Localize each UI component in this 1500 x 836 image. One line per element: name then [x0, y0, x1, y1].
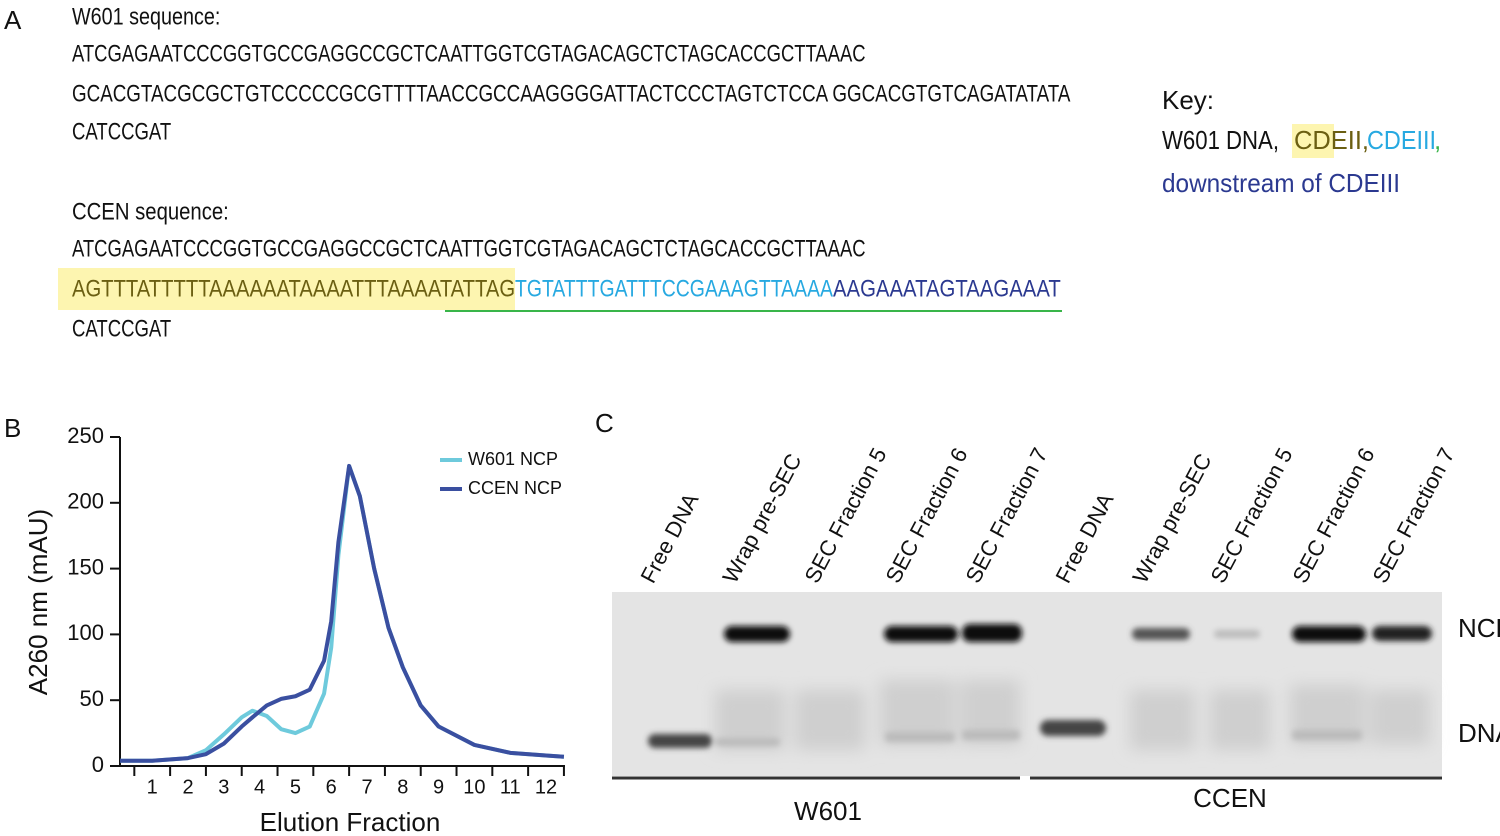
key-item: CDEIII: [1367, 125, 1436, 155]
lane-label: SEC Fraction 6: [1287, 444, 1379, 587]
cdeii-sequence: AGTTTATTTTTAAAAAATAAAATTTAAAATATTAG: [72, 275, 515, 302]
panel-label: C: [595, 408, 614, 438]
key-title: Key:: [1162, 85, 1214, 115]
legend-label: CCEN NCP: [468, 478, 562, 498]
lane-label: SEC Fraction 5: [799, 444, 891, 587]
x-tick-label: 4: [254, 776, 265, 798]
x-tick-label: 10: [463, 776, 485, 798]
x-tick-label: 11: [500, 776, 521, 798]
seq-title: W601 sequence:: [72, 3, 220, 30]
band-label: NCP: [1458, 613, 1500, 643]
y-tick-label: 200: [67, 489, 104, 514]
lane-label: Free DNA: [635, 489, 703, 587]
sequence: ATCGAGAATCCCGGTGCCGAGGCCGCTCAATTGGTCGTAG…: [72, 40, 866, 67]
y-tick-label: 150: [67, 554, 104, 579]
x-tick-label: 8: [397, 776, 408, 798]
y-tick-label: 100: [67, 620, 104, 645]
band-label: DNA: [1458, 718, 1500, 748]
lane-label: Wrap pre-SEC: [1127, 449, 1216, 587]
key-item: W601 DNA,: [1162, 125, 1279, 155]
lane-label: SEC Fraction 6: [880, 444, 972, 587]
downstream-sequence: AAGAAATAGTAAGAAAT: [833, 275, 1061, 302]
group-label: W601: [794, 796, 862, 826]
x-tick-label: 5: [290, 776, 301, 798]
lane-label: Wrap pre-SEC: [717, 449, 806, 587]
x-tick-label: 1: [147, 776, 158, 798]
cdeii-highlight: [58, 268, 515, 310]
x-axis-label: Elution Fraction: [260, 807, 441, 836]
key-item: CDEII,: [1294, 125, 1369, 155]
lane-label: SEC Fraction 7: [960, 444, 1052, 587]
x-tick-label: 2: [182, 776, 193, 798]
gel-bands: [648, 624, 1432, 748]
x-tick-label: 3: [218, 776, 229, 798]
y-axis-label: A260 nm (mAU): [23, 509, 53, 695]
lane-label: Free DNA: [1050, 489, 1118, 587]
sequence: ATCGAGAATCCCGGTGCCGAGGCCGCTCAATTGGTCGTAG…: [72, 235, 866, 262]
x-tick-label: 6: [326, 776, 337, 798]
line-series: [120, 463, 565, 763]
y-tick-label: 50: [80, 686, 104, 711]
lane-label: SEC Fraction 7: [1367, 444, 1459, 587]
sequence: GCACGTACGCGCTGTCCCCCGCGTTTTAACCGCCAAGGGG…: [72, 80, 1070, 107]
key-highlight: [1292, 124, 1334, 158]
lane-label: SEC Fraction 5: [1205, 444, 1297, 587]
x-tick-label: 9: [433, 776, 444, 798]
panel-label: A: [4, 5, 22, 35]
sequence: CATCCGAT: [72, 118, 171, 145]
key-item: ,: [1434, 125, 1441, 155]
group-label: CCEN: [1193, 783, 1267, 813]
y-tick-label: 0: [92, 752, 104, 777]
legend-label: W601 NCP: [468, 449, 558, 469]
panel-label: B: [4, 413, 21, 443]
x-tick-label: 7: [361, 776, 372, 798]
cdeiii-sequence: TGTATTTGATTTCCGAAAGTTAAAA: [515, 275, 833, 302]
x-tick-label: 12: [535, 776, 557, 798]
seq-title: CCEN sequence:: [72, 198, 229, 225]
y-tick-label: 250: [67, 423, 104, 448]
key-item: downstream of CDEIII: [1162, 168, 1400, 198]
sequence: CATCCGAT: [72, 315, 171, 342]
